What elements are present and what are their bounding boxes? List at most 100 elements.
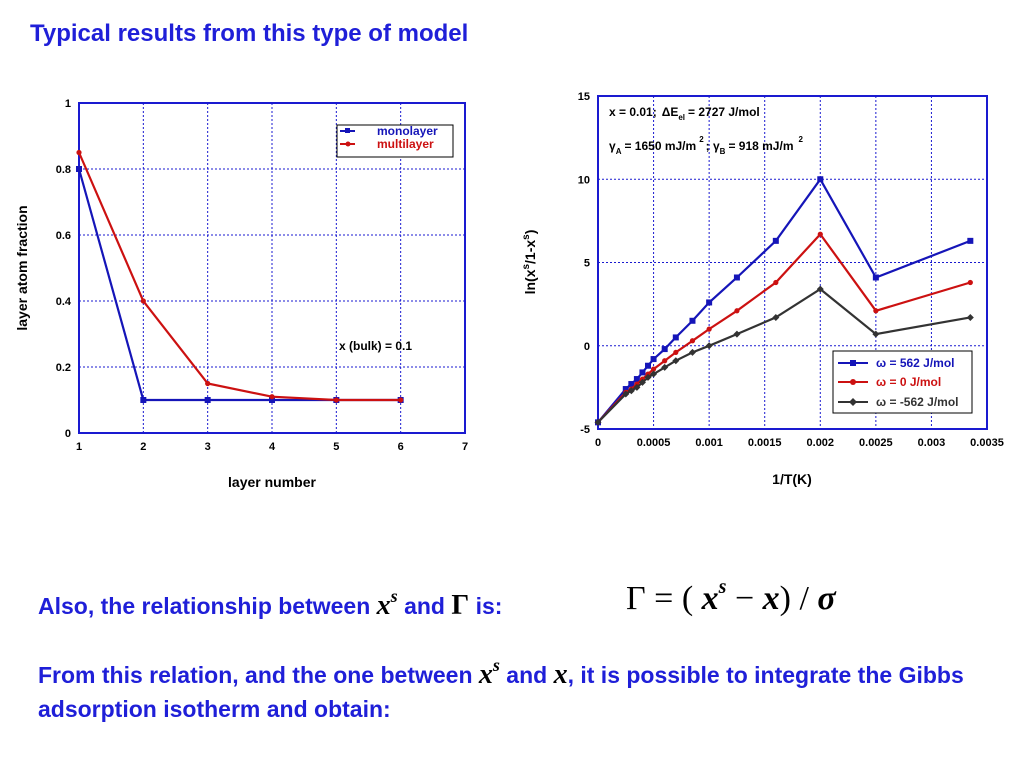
chart2-point-1 [817,231,823,237]
chart2-annotation-1: x = 0.01; ΔEel = 2727 J/mol [609,105,760,122]
eq-slash: / [790,580,818,617]
chart1-ytick-label: 0.2 [56,362,71,374]
chart1-point-1 [76,149,82,156]
chart2-point-2 [705,342,713,350]
para-xs-var: x [478,659,493,690]
chart1-legend: monolayer multilayer [336,124,454,158]
chart2-point-2 [772,313,780,321]
chart1-xtick-label: 1 [76,441,82,453]
chart2-point-2 [594,418,602,426]
eq-x2: x [762,580,780,617]
chart1-xtick-label: 6 [398,441,404,453]
legend2-marker-2 [849,398,857,406]
chart2-xlabel: 1/T(K) [772,471,812,487]
chart2-point-1 [773,279,779,286]
legend2-marker-1 [850,379,856,385]
chart1-annotation: x (bulk) = 0.1 [339,339,412,353]
chart2-ytick-label: -5 [580,424,590,436]
para-xs-sup: s [492,655,500,675]
para-x-var: x [553,659,568,690]
chart1-series-line-1 [77,152,401,402]
chart2-point-1 [706,326,712,332]
chart2-point-2 [688,348,696,356]
relationship-statement: Also, the relationship between xs and Γ … [38,586,502,622]
chart1-xtick-label: 3 [205,441,211,453]
chart2-annotation-2: γA = 1650 mJ/m 2; γB = 918 mJ/m 2 [609,135,803,156]
chart1-grid [79,103,465,433]
chart2-point-1 [662,358,668,364]
legend2-label-0: ω = 562 J/mol [876,356,955,370]
chart1-ytick-label: 0.4 [56,296,72,308]
chart1-ytick-label: 0.8 [56,164,71,176]
chart2-point-2 [661,363,669,371]
para-part2: , it is possible to integrate the Gibbs … [38,662,964,722]
chart2-point-2 [644,373,652,381]
chart2-point-0 [967,237,974,244]
chart1-xtick-label: 7 [462,441,468,453]
chart1-xtick-label: 5 [333,441,339,453]
chart2-point-2 [872,330,880,338]
chart1-point-0 [140,397,147,403]
chart2-point-2 [627,387,635,395]
legend2-marker-0 [850,360,856,366]
xs-sup: s [390,586,398,606]
chart2-xtick-label: 0.0005 [637,437,671,449]
chart2-xtick-label: 0.0035 [970,437,1004,449]
chart2-point-2 [672,357,680,365]
chart2-point-1 [689,338,696,344]
eq-gamma: Γ [626,580,646,617]
chart-ln-vs-invT: 0 0.0005 0.001 0.0015 0.002 0.0025 0.003 0.0035… [521,91,1004,487]
chart2-xtick-label: 0.0025 [859,437,893,449]
chart2-point-0 [772,237,779,244]
chart1-point-0 [269,397,275,403]
chart2-ticks: 0 0.0005 0.001 0.0015 0.002 0.0025 0.003 0.0035… [578,91,1004,449]
eq-equals-open: = ( [654,580,694,617]
chart1-series [76,149,404,403]
chart1-point-1 [398,397,404,403]
legend2-label-1: ω = 0 J/mol [876,375,941,389]
chart1-series-line-0 [77,168,401,402]
chart1-point-1 [140,298,146,304]
charts-canvas: 1 2 3 4 5 6 7 0 0.2 0.4 0.6 0.8 1 layer atom fractio… [14,91,1004,490]
para-and: and [506,662,548,688]
chart2-point-0 [817,176,824,183]
legend1-label-0: monolayer [377,124,438,138]
chart2-point-2 [816,285,824,293]
chart2-point-0 [672,334,679,341]
chart1-ytick-label: 0 [65,428,71,440]
legend2-label-2: ω = -562 J/mol [876,395,959,409]
xs-var: x [376,590,391,621]
chart2-series [594,176,974,426]
chart2-point-2 [633,383,641,391]
eq-sigma: σ [817,580,836,617]
chart-layer-fraction: 1 2 3 4 5 6 7 0 0.2 0.4 0.6 0.8 1 layer atom fractio… [14,98,468,490]
chart2-point-0 [645,362,652,369]
chart2-point-2 [638,378,646,386]
chart2-point-0 [639,369,646,376]
chart2-point-0 [733,274,740,281]
eq-x: x [701,580,719,617]
integration-paragraph: From this relation, and the one between … [38,648,998,726]
chart2-xtick-label: 0 [595,437,601,449]
legend1-marker-0 [345,128,350,133]
chart1-xtick-label: 4 [269,441,276,453]
chart2-point-0 [661,346,668,353]
chart2-ytick-label: 5 [584,258,590,270]
chart1-ylabel: layer atom fraction [14,205,30,330]
chart2-xtick-label: 0.0015 [748,437,782,449]
chart1-point-1 [333,397,339,403]
slide-title: Typical results from this type of model [30,20,469,47]
chart2-ylabel: ln(xs/1-xs) [521,230,538,295]
chart1-point-1 [269,394,275,400]
chart2-ytick-label: 0 [584,341,590,353]
gamma-equation: Γ = ( xs − x) / σ [626,576,836,618]
chart2-point-2 [966,313,974,321]
chart1-point-0 [76,166,82,172]
chart1-point-1 [205,380,211,387]
relationship-and: and [404,593,445,619]
chart2-point-2 [733,330,741,338]
chart2-point-2 [650,370,658,378]
chart1-xtick-label: 2 [140,441,146,453]
chart2-point-0 [628,381,635,388]
chart2-point-1 [873,308,879,314]
